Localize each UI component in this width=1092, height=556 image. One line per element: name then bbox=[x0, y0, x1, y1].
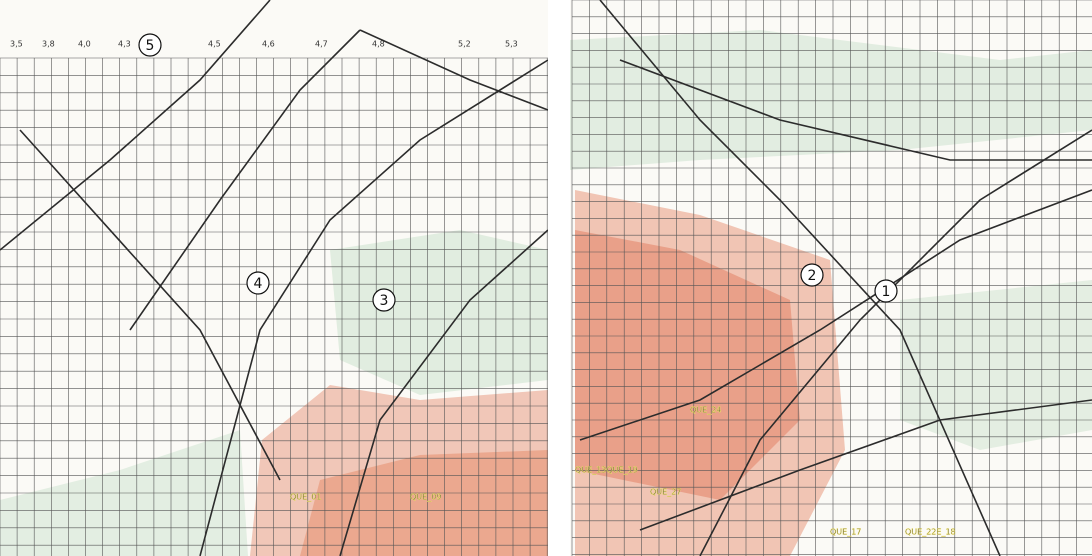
axis-label: 4,0 bbox=[78, 40, 91, 49]
marker-label: 4 bbox=[254, 276, 263, 292]
zone-label: QUE_09 bbox=[410, 493, 441, 502]
zone-label: QUE_13QUE_19 bbox=[575, 466, 638, 475]
right-panel bbox=[570, 0, 1092, 556]
divider bbox=[548, 0, 570, 556]
marker-label: 2 bbox=[808, 268, 817, 284]
axis-label: 3,8 bbox=[42, 40, 55, 49]
axis-label: 5,3 bbox=[505, 40, 518, 49]
axis-label: 4,6 bbox=[262, 40, 275, 49]
axis-label: 5,2 bbox=[458, 40, 471, 49]
zone-label: QUE_17 bbox=[830, 528, 861, 537]
axis-label: 4,7 bbox=[315, 40, 328, 49]
marker-label: 3 bbox=[380, 293, 389, 309]
axis-label: 4,5 bbox=[208, 40, 221, 49]
zone-label: QUE_24 bbox=[690, 406, 721, 415]
left-panel bbox=[0, 0, 548, 556]
axis-label: 3,5 bbox=[10, 40, 23, 49]
zone-label: QUE_01 bbox=[290, 493, 321, 502]
marker-label: 1 bbox=[882, 284, 891, 300]
zone-label: QUE_22E_18 bbox=[905, 528, 956, 537]
axis-label: 4,8 bbox=[372, 40, 385, 49]
zone-label: QUE_27 bbox=[650, 488, 681, 497]
marker-label: 5 bbox=[146, 38, 155, 54]
page: 3,5 3,8 4,0 4,3 4,5 4,6 4,7 4,8 5,2 5,3 QUE_01 QUE_… bbox=[0, 0, 1092, 556]
map-view: 3,5 3,8 4,0 4,3 4,5 4,6 4,7 4,8 5,2 5,3 QUE_01 QUE_… bbox=[0, 0, 1092, 556]
axis-label: 4,3 bbox=[118, 40, 131, 49]
